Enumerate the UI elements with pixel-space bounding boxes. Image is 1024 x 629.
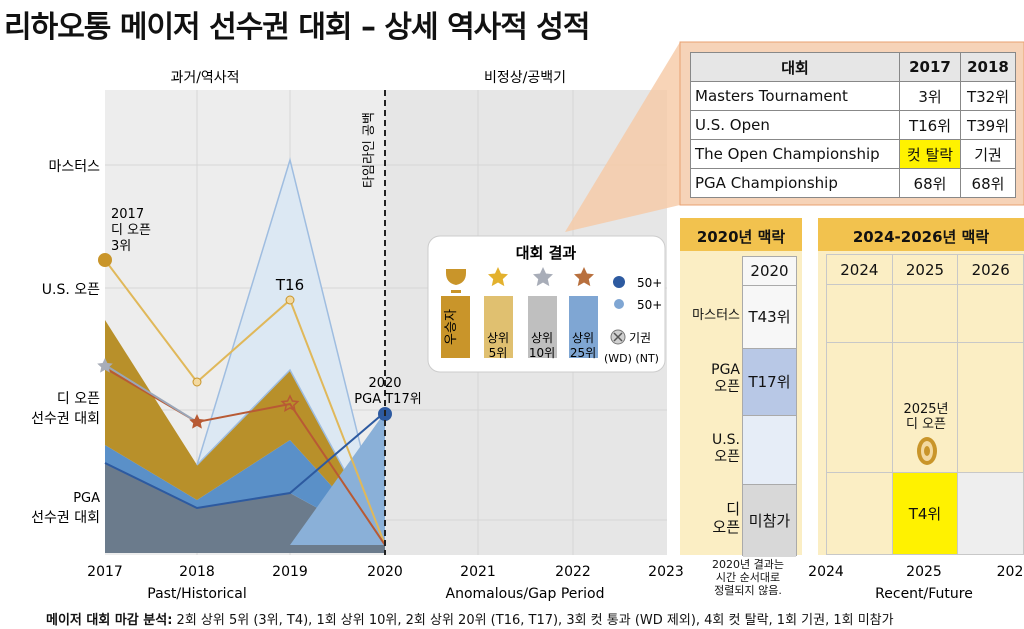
panel-2025-result: T4위 (891, 472, 959, 555)
x-tick-2025: 2025 (906, 564, 942, 580)
legend-top5-a: 상위 (487, 331, 509, 345)
x-tick-2024: 2024 (808, 564, 844, 580)
legend-top25-b: 25위 (570, 346, 596, 360)
x-tick-2020: 2020 (367, 564, 403, 580)
results-table: 대회 2017 2018 Masters Tournament 3위 T32위 U.… (690, 52, 1016, 198)
period-gap-label: 비정상/공백기 (484, 70, 566, 86)
legend-winner: 우승자 (444, 309, 459, 345)
panel-2020-year: 2020 (743, 257, 796, 286)
table-row: Masters Tournament 3위 T32위 (690, 81, 1016, 111)
x-tick-2023: 2023 (648, 564, 684, 580)
panel-2026-year: 2026 (957, 254, 1024, 285)
legend-title: 대회 결과 (516, 244, 577, 262)
gold-star-icon (488, 267, 508, 287)
legend-wd-nt: (WD) (NT) (604, 352, 659, 365)
2018-us-marker (192, 377, 202, 387)
annot-t16: T16 (275, 276, 304, 294)
table-row: PGA Championship 68위 68위 (690, 168, 1016, 198)
panel-2020-note: 2020년 결과는 시간 순서대로 정렬되지 않음. (712, 558, 784, 597)
top10-swatch (528, 296, 557, 358)
table-header: 대회 (690, 52, 900, 82)
legend-top10-b: 10위 (529, 346, 555, 360)
panel-2020-pga: T17위 (743, 349, 796, 416)
open-champ-line (104, 367, 386, 546)
wd-x-icon (613, 332, 623, 342)
annot-2017-year: 2017 (111, 207, 144, 222)
axis-gap-label: Anomalous/Gap Period (446, 586, 605, 602)
legend: 대회 결과 우승자 상위 5위 상위 10위 상위 25위 50+ 50+ 기권… (427, 235, 666, 373)
x-axis-ticks: 2017 2018 2019 2020 2021 2022 2023 2024 … (87, 564, 1023, 580)
x-tick-2021: 2021 (460, 564, 496, 580)
bronze-star-marker (189, 414, 205, 429)
bronze-star-icon (574, 267, 594, 287)
winner-swatch (441, 296, 470, 358)
fifty-dark-dot (613, 276, 625, 288)
legend-fifty-1: 50+ (637, 276, 662, 290)
outline-star-marker (280, 394, 300, 413)
legend-wd: 기권 (629, 331, 651, 345)
panel-2020-us (743, 416, 796, 485)
x-tick-2017: 2017 (87, 564, 123, 580)
callout-wedge (565, 42, 680, 232)
2017-open-marker (98, 253, 112, 267)
panel-2025-badge: 2025년 디 오픈 (903, 402, 949, 432)
axis-recent-label: Recent/Future (875, 586, 973, 602)
trophy-icon (446, 269, 466, 293)
pga-line (104, 411, 386, 510)
x-tick-2018: 2018 (179, 564, 215, 580)
panel-2020-header (680, 218, 802, 251)
2019-us-marker (285, 295, 295, 305)
annot-2020-pga: PGA T17위 (354, 392, 421, 407)
x-tick-2026: 202 (997, 564, 1024, 580)
summary-footer: 메이저 대회 마감 분석: 2회 상위 5위 (3위, T4), 1회 상위 1… (46, 613, 894, 628)
page-title: 리하오통 메이저 선수권 대회 – 상세 역사적 성적 (4, 10, 591, 45)
panel-2020-grid: 2020 T43위 T17위 미참가 (742, 256, 797, 557)
top25-area (105, 440, 385, 545)
y-label-pga-1: PGA (73, 491, 100, 506)
medal-icon (917, 437, 937, 465)
y-label-masters: 마스터스 (48, 159, 100, 175)
us-open-line (104, 259, 386, 546)
table-row: U.S. Open T16위 T39위 (690, 110, 1016, 140)
panel-2020-label-us: U.S. 오픈 (711, 432, 740, 465)
top25-swatch (569, 296, 598, 358)
fifty-light-dot (614, 299, 624, 309)
x-tick-2022: 2022 (555, 564, 591, 580)
masters-2017-line (104, 364, 198, 423)
legend-top10-a: 상위 (531, 331, 553, 345)
legend-fifty-2: 50+ (637, 298, 662, 312)
panel-2024-header (818, 218, 1024, 251)
y-label-usopen: U.S. 오픈 (42, 282, 100, 298)
panel-2024-title: 2024-2026년 맥락 (852, 228, 990, 246)
table-header: 2018 (960, 52, 1016, 82)
panel-2020-label-pga: PGA 오픈 (711, 362, 740, 395)
annot-2017-place: 3위 (111, 239, 131, 254)
panel-2020-title: 2020년 맥락 (696, 228, 786, 246)
panel-2020-label-open: 디 오픈 (712, 500, 740, 536)
panel-2024-grid: 2024 2025 2026 T4위 (826, 254, 1024, 555)
top5-area (105, 320, 385, 545)
timeline-gap-label: 타임라인 공백 (362, 112, 377, 188)
table-row: The Open Championship 컷 탈락 기권 (690, 139, 1016, 169)
x-tick-2019: 2019 (272, 564, 308, 580)
pga-2020-area (290, 412, 385, 545)
y-label-open-1: 디 오픈 (57, 391, 100, 407)
silver-star-icon (533, 267, 553, 287)
annot-2020-year: 2020 (368, 376, 401, 391)
top5-swatch (484, 296, 513, 358)
legend-top25-a: 상위 (572, 331, 594, 345)
panel-2024-year: 2024 (826, 254, 893, 285)
silver-star-marker (97, 358, 113, 373)
panel-2020-label-masters: 마스터스 (692, 308, 740, 323)
axis-past-label: Past/Historical (147, 586, 246, 602)
legend-top5-b: 5위 (489, 346, 508, 360)
panel-2020-open: 미참가 (743, 485, 796, 557)
y-label-pga-2: 선수권 대회 (31, 510, 100, 526)
panel-2025-year: 2025 (891, 254, 959, 285)
annot-2017-open: 디 오픈 (111, 223, 151, 238)
y-label-open-2: 선수권 대회 (31, 411, 100, 427)
panel-2020-masters: T43위 (743, 286, 796, 349)
period-past-label: 과거/역사적 (170, 70, 239, 86)
table-header: 2017 (899, 52, 961, 82)
